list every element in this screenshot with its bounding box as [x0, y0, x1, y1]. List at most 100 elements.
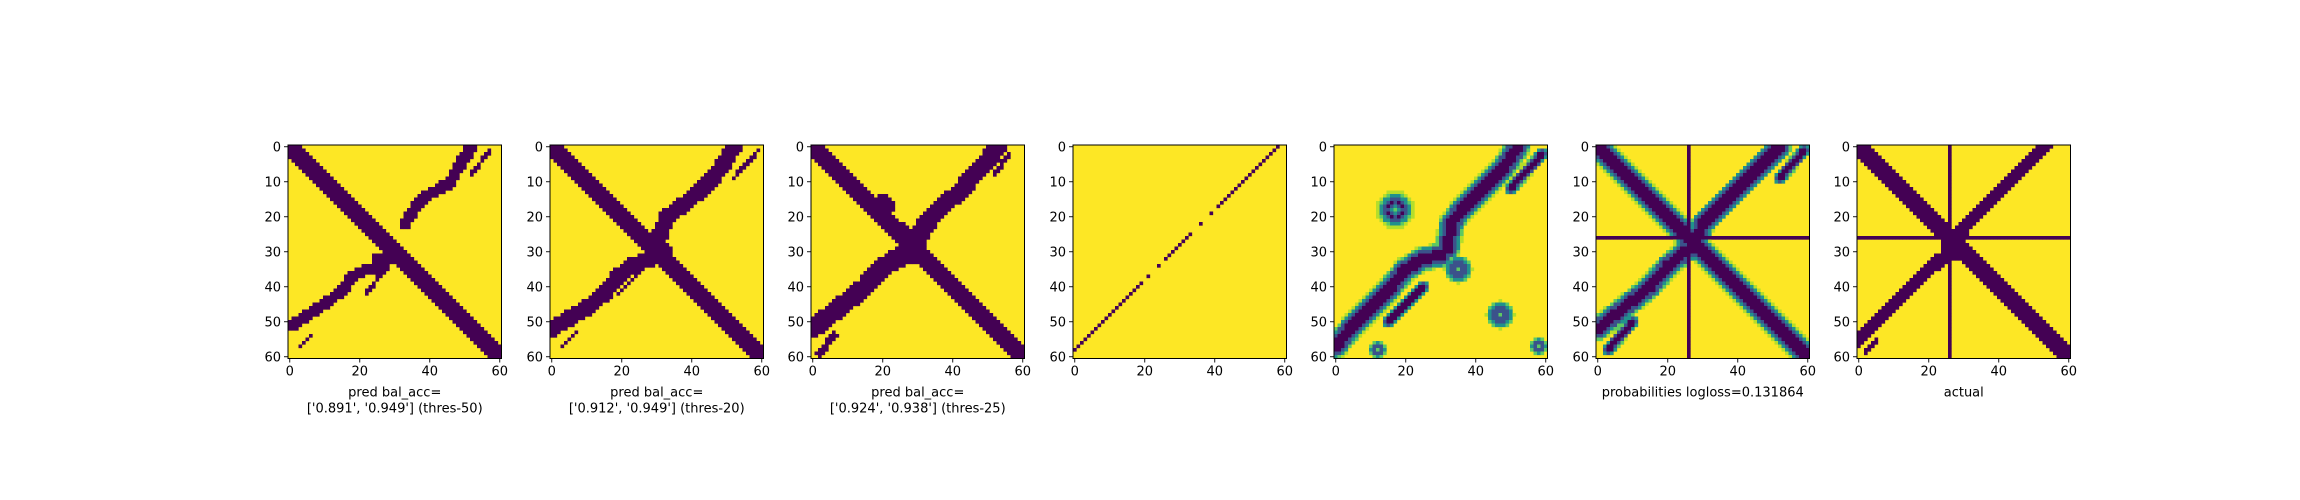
heatmap-cell — [1400, 194, 1405, 198]
heatmap-cell — [1393, 306, 1398, 310]
heatmap-cell — [662, 222, 666, 226]
heatmap-cell — [473, 323, 478, 328]
heatmap-cell — [560, 313, 565, 317]
heatmap-cell — [470, 152, 474, 156]
heatmap-cell — [1655, 278, 1660, 282]
heatmap-cell — [634, 225, 638, 230]
heatmap-cell — [1606, 320, 1611, 324]
heatmap-cell — [1414, 288, 1419, 293]
heatmap-cell — [821, 348, 826, 352]
heatmap-cell — [1997, 187, 2001, 191]
heatmap-cell — [1888, 187, 1893, 191]
heatmap-cell — [1383, 292, 1387, 296]
heatmap-cell — [477, 162, 481, 167]
heatmap-cell — [581, 313, 586, 317]
heatmap-cell — [1687, 208, 1691, 212]
heatmap-cell — [421, 267, 425, 272]
heatmap-cell — [1624, 173, 1628, 177]
heatmap-cell — [902, 250, 906, 254]
heatmap-cell — [665, 271, 670, 275]
heatmap-cell — [1687, 243, 1691, 247]
heatmap-cell — [1641, 302, 1646, 307]
y-tick-label: 20 — [787, 210, 804, 225]
heatmap-cell — [574, 313, 579, 317]
heatmap-cell — [707, 180, 712, 184]
heatmap-cell — [442, 306, 446, 310]
heatmap-cell — [1502, 309, 1506, 314]
heatmap-cell — [982, 327, 987, 331]
heatmap-cell — [951, 278, 955, 282]
x-tick-label: 60 — [491, 365, 508, 380]
heatmap-cell — [968, 176, 973, 181]
heatmap-cell — [340, 288, 345, 293]
heatmap-cell — [1634, 180, 1639, 184]
heatmap-cell — [693, 183, 698, 188]
heatmap-cell — [438, 183, 443, 188]
heatmap-cell — [835, 299, 840, 303]
heatmap-cell — [954, 201, 959, 205]
heatmap-cell — [926, 211, 931, 216]
heatmap-cell — [1697, 222, 1702, 226]
x-axis-label: ['0.912', '0.949'] (thres-20) — [569, 402, 745, 417]
heatmap-cell — [1610, 169, 1614, 174]
heatmap-cell — [588, 176, 593, 181]
heatmap-cell — [1899, 180, 1903, 184]
heatmap-cell — [1655, 285, 1660, 289]
heatmap-cell — [648, 250, 652, 254]
heatmap-cell — [1701, 257, 1705, 261]
heatmap-cell — [1379, 197, 1384, 202]
heatmap-cell — [1603, 162, 1607, 167]
heatmap-cell — [1634, 320, 1639, 324]
heatmap-cell — [961, 187, 966, 191]
heatmap-cell — [1421, 246, 1426, 251]
heatmap-cell — [634, 274, 638, 279]
heatmap-cell — [1460, 260, 1464, 265]
heatmap-cell — [1365, 302, 1370, 307]
heatmap-cell — [818, 348, 822, 352]
heatmap-cell — [312, 306, 317, 310]
heatmap-cell — [428, 295, 432, 300]
heatmap-cell — [1757, 166, 1761, 170]
heatmap-cell — [368, 222, 373, 226]
heatmap-cell — [1645, 176, 1649, 181]
heatmap-cell — [1603, 169, 1607, 174]
heatmap-cell — [877, 201, 882, 205]
heatmap-cell — [1778, 316, 1782, 321]
heatmap-cell — [697, 299, 701, 303]
heatmap-cell — [2028, 159, 2033, 163]
heatmap-cell — [564, 309, 568, 314]
heatmap-cell — [732, 337, 736, 342]
heatmap-cell — [1781, 334, 1786, 338]
heatmap-cell — [456, 169, 460, 174]
heatmap-cell — [874, 281, 878, 286]
heatmap-cell — [1488, 306, 1492, 310]
heatmap-cell — [627, 232, 631, 237]
heatmap-cell — [316, 162, 320, 167]
heatmap-cell — [1701, 232, 1705, 237]
heatmap-cell — [291, 152, 296, 156]
heatmap-cell — [1390, 211, 1394, 216]
heatmap-cell — [1372, 341, 1377, 345]
heatmap-cell — [1708, 271, 1712, 275]
heatmap-cell — [1792, 169, 1796, 174]
heatmap-cell — [323, 302, 327, 307]
heatmap-cell — [1729, 190, 1733, 195]
heatmap-cell — [319, 183, 324, 188]
heatmap-cell — [728, 320, 733, 324]
heatmap-cell — [1334, 351, 1338, 356]
heatmap-cell — [1778, 145, 1782, 149]
heatmap-cell — [1624, 330, 1628, 335]
heatmap-cell — [982, 152, 987, 156]
x-axis-label: ['0.891', '0.949'] (thres-50) — [307, 402, 483, 417]
heatmap-cell — [975, 320, 980, 324]
heatmap-cell — [449, 309, 453, 314]
heatmap-cell — [484, 344, 488, 349]
heatmap-cell — [1729, 236, 1733, 240]
heatmap-cell — [553, 330, 558, 335]
heatmap-cell — [679, 197, 684, 202]
heatmap-cell — [707, 183, 712, 188]
heatmap-cell — [1743, 169, 1747, 174]
heatmap-cell — [1638, 197, 1642, 202]
heatmap-cell — [438, 292, 443, 296]
heatmap-cell — [1662, 285, 1667, 289]
